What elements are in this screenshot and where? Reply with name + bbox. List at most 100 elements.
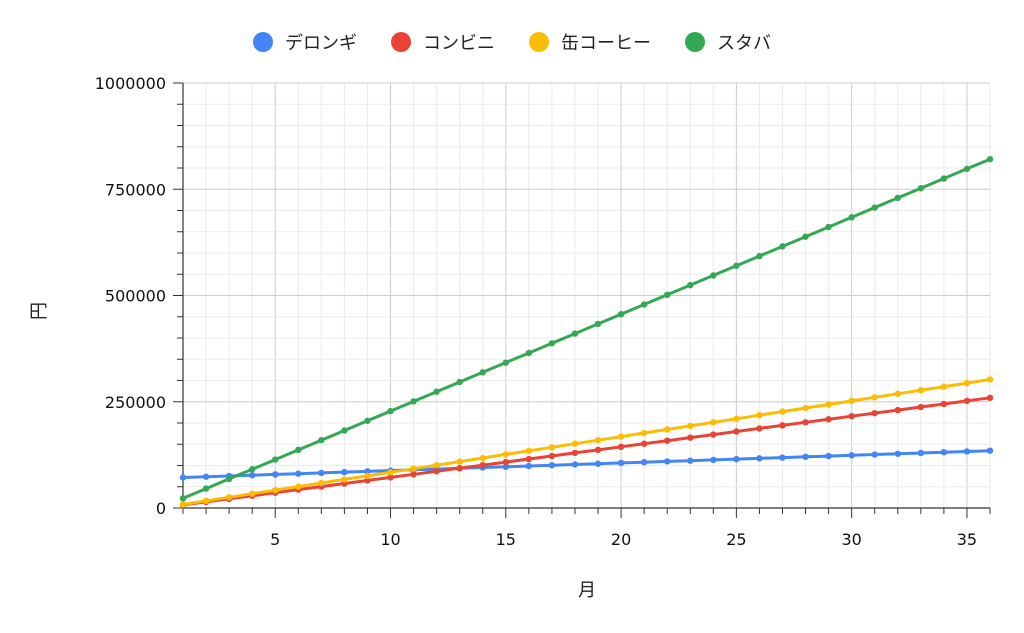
data-point-delonghi[interactable]: [364, 468, 371, 475]
data-point-starbucks[interactable]: [733, 262, 740, 269]
data-point-starbucks[interactable]: [917, 185, 925, 192]
data-point-konbini[interactable]: [479, 461, 486, 469]
data-point-can-coffee[interactable]: [687, 422, 694, 430]
data-point-starbucks[interactable]: [479, 369, 486, 376]
data-point-delonghi[interactable]: [894, 450, 901, 457]
data-point-delonghi[interactable]: [525, 462, 533, 470]
data-point-can-coffee[interactable]: [502, 451, 509, 458]
data-point-starbucks[interactable]: [687, 281, 694, 289]
data-point-starbucks[interactable]: [179, 495, 187, 502]
data-point-konbini[interactable]: [664, 437, 671, 444]
data-point-delonghi[interactable]: [202, 473, 210, 480]
data-point-starbucks[interactable]: [248, 466, 256, 473]
data-point-starbucks[interactable]: [940, 175, 948, 182]
data-point-starbucks[interactable]: [848, 214, 855, 221]
legend-item-starbucks[interactable]: スタバ: [685, 29, 771, 55]
data-point-starbucks[interactable]: [594, 320, 602, 328]
data-point-delonghi[interactable]: [502, 463, 509, 470]
data-point-can-coffee[interactable]: [825, 401, 832, 408]
data-point-can-coffee[interactable]: [341, 476, 348, 483]
data-point-konbini[interactable]: [410, 471, 417, 478]
data-point-starbucks[interactable]: [387, 407, 394, 415]
data-point-can-coffee[interactable]: [779, 408, 786, 415]
data-point-konbini[interactable]: [525, 455, 533, 463]
data-point-can-coffee[interactable]: [410, 465, 417, 472]
data-point-konbini[interactable]: [848, 413, 855, 420]
data-point-starbucks[interactable]: [295, 446, 302, 454]
data-point-starbucks[interactable]: [225, 475, 233, 483]
data-point-konbini[interactable]: [825, 416, 832, 423]
data-point-starbucks[interactable]: [202, 485, 210, 492]
data-point-delonghi[interactable]: [687, 457, 694, 464]
data-point-starbucks[interactable]: [341, 427, 348, 434]
data-point-konbini[interactable]: [756, 425, 763, 432]
data-point-can-coffee[interactable]: [202, 497, 210, 505]
data-point-can-coffee[interactable]: [640, 429, 648, 437]
data-point-konbini[interactable]: [502, 458, 509, 466]
data-point-can-coffee[interactable]: [986, 376, 994, 383]
data-point-delonghi[interactable]: [710, 456, 717, 464]
data-point-konbini[interactable]: [548, 452, 556, 460]
data-point-delonghi[interactable]: [295, 470, 302, 477]
legend-item-can-coffee[interactable]: 缶コーヒー: [529, 29, 651, 55]
data-point-starbucks[interactable]: [871, 204, 878, 211]
data-point-can-coffee[interactable]: [179, 501, 187, 508]
data-point-can-coffee[interactable]: [272, 486, 279, 494]
data-point-konbini[interactable]: [940, 400, 948, 408]
data-point-starbucks[interactable]: [664, 291, 671, 299]
data-point-konbini[interactable]: [894, 406, 901, 414]
data-point-konbini[interactable]: [594, 446, 602, 454]
data-point-konbini[interactable]: [456, 465, 463, 472]
data-point-konbini[interactable]: [571, 449, 579, 457]
data-point-starbucks[interactable]: [894, 194, 901, 202]
data-point-starbucks[interactable]: [779, 243, 786, 250]
data-point-konbini[interactable]: [871, 409, 878, 417]
data-point-starbucks[interactable]: [640, 301, 648, 308]
data-point-starbucks[interactable]: [802, 233, 809, 240]
data-point-delonghi[interactable]: [963, 448, 971, 455]
data-point-konbini[interactable]: [433, 468, 440, 475]
data-point-delonghi[interactable]: [825, 452, 832, 460]
data-point-konbini[interactable]: [687, 434, 694, 441]
data-point-konbini[interactable]: [779, 422, 786, 429]
data-point-can-coffee[interactable]: [756, 411, 763, 419]
data-point-konbini[interactable]: [617, 443, 625, 450]
data-point-konbini[interactable]: [963, 397, 971, 405]
data-point-can-coffee[interactable]: [894, 390, 901, 397]
data-point-delonghi[interactable]: [341, 468, 348, 476]
data-point-delonghi[interactable]: [248, 471, 256, 479]
data-point-can-coffee[interactable]: [733, 415, 740, 422]
data-point-starbucks[interactable]: [272, 456, 279, 463]
data-point-delonghi[interactable]: [779, 454, 786, 461]
data-point-can-coffee[interactable]: [802, 404, 809, 412]
data-point-can-coffee[interactable]: [525, 447, 533, 455]
data-point-starbucks[interactable]: [364, 417, 371, 424]
data-point-starbucks[interactable]: [825, 223, 832, 231]
data-point-delonghi[interactable]: [940, 449, 948, 456]
data-point-konbini[interactable]: [364, 477, 371, 484]
data-point-can-coffee[interactable]: [479, 454, 486, 462]
data-point-starbucks[interactable]: [502, 359, 509, 366]
legend-item-delonghi[interactable]: デロンギ: [253, 29, 357, 55]
data-point-can-coffee[interactable]: [710, 419, 717, 426]
data-point-starbucks[interactable]: [963, 165, 971, 173]
data-point-delonghi[interactable]: [548, 462, 556, 469]
data-point-starbucks[interactable]: [318, 436, 325, 444]
data-point-konbini[interactable]: [986, 394, 994, 402]
data-point-can-coffee[interactable]: [571, 440, 579, 447]
data-point-konbini[interactable]: [917, 403, 925, 411]
data-point-starbucks[interactable]: [456, 378, 463, 386]
data-point-starbucks[interactable]: [710, 272, 717, 279]
data-point-starbucks[interactable]: [986, 155, 994, 163]
data-point-can-coffee[interactable]: [433, 461, 440, 469]
data-point-can-coffee[interactable]: [594, 436, 602, 444]
data-point-konbini[interactable]: [640, 440, 648, 447]
data-point-can-coffee[interactable]: [917, 386, 925, 394]
data-point-delonghi[interactable]: [986, 447, 994, 454]
data-point-starbucks[interactable]: [433, 388, 440, 395]
data-point-delonghi[interactable]: [617, 459, 625, 467]
data-point-starbucks[interactable]: [617, 311, 625, 318]
data-point-delonghi[interactable]: [571, 461, 579, 468]
data-point-delonghi[interactable]: [756, 455, 763, 462]
data-point-can-coffee[interactable]: [456, 458, 463, 465]
